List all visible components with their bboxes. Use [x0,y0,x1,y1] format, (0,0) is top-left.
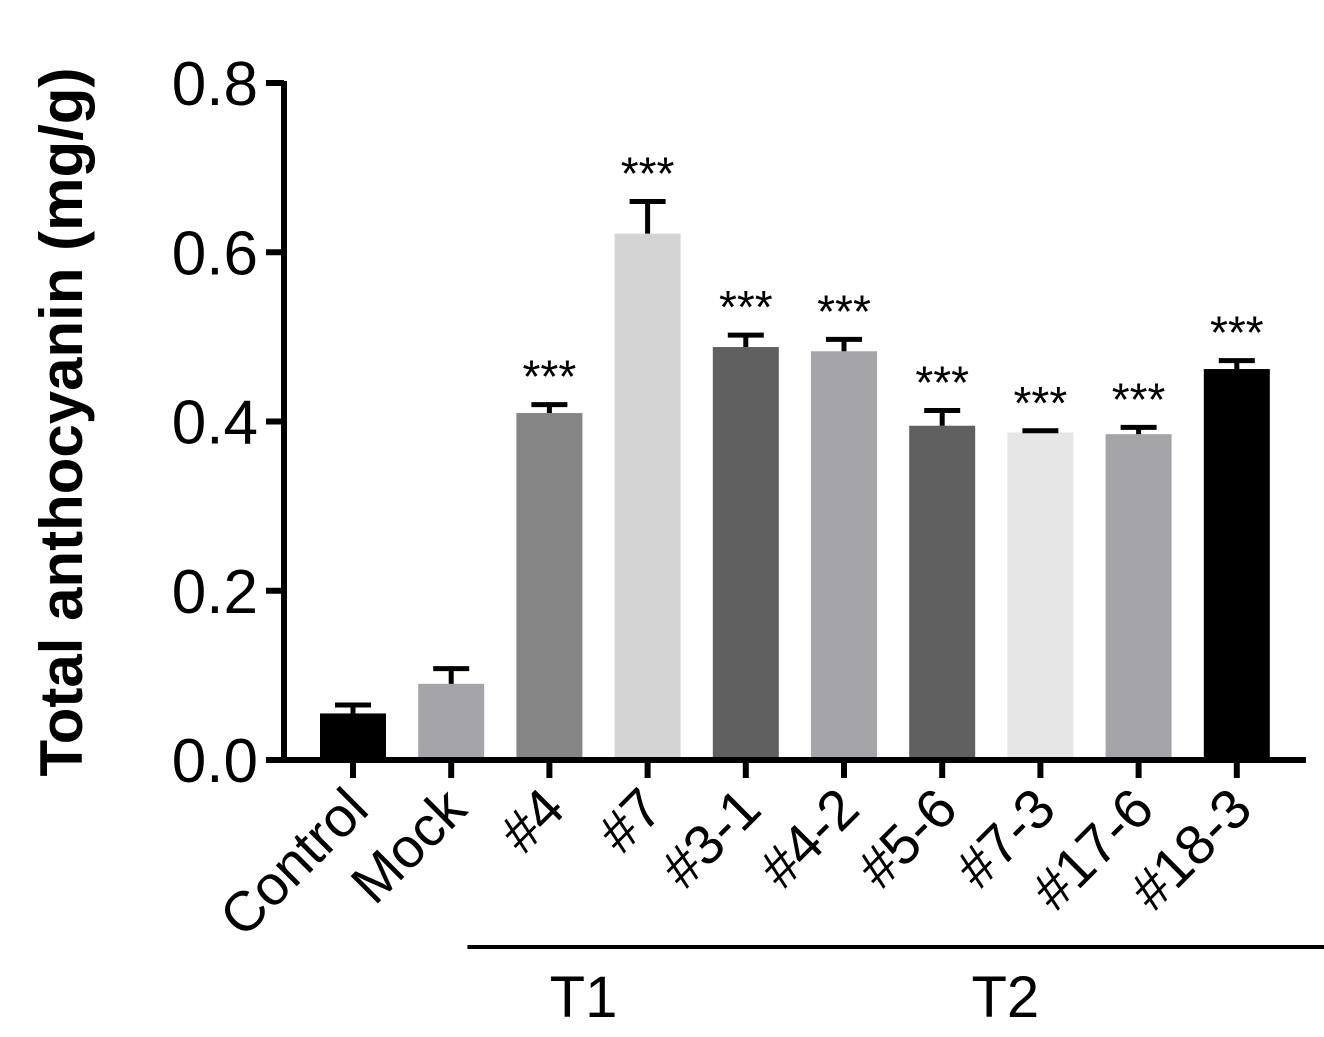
bar [614,233,681,760]
significance-label: *** [1210,307,1264,359]
group-label: T1 [550,965,618,1030]
group-label: T2 [971,965,1039,1030]
y-axis: 0.0 0.2 0.4 0.6 0.8 [172,50,287,796]
bar [1105,434,1172,760]
y-tick-label: 0.4 [172,389,258,458]
significance-label: *** [915,356,969,408]
y-tick-label: 0.6 [172,219,258,288]
bar [712,347,779,760]
bar [320,713,386,760]
x-tick-label: #4-2 [747,776,871,900]
bar [1007,432,1074,760]
y-tick-label: 0.0 [172,727,258,796]
bar [516,413,583,760]
significance-label: *** [1014,377,1068,429]
bar [418,683,485,760]
y-tick-label: 0.2 [172,558,258,627]
significance-label: *** [523,351,577,403]
significance-label: *** [719,281,773,333]
significance-label: *** [1112,373,1166,425]
y-tick-label: 0.8 [172,50,258,119]
significance-label: *** [621,147,675,199]
bars: *** *** *** *** *** *** *** *** [320,147,1270,760]
x-tick-label: #5-6 [845,776,969,900]
group-brackets: T1 T2 [467,945,1324,1030]
bar [909,425,976,760]
bar [1203,369,1270,760]
x-tick-label: #3-1 [648,776,772,900]
x-tick-label: Mock [339,775,479,915]
x-tick-label: #4 [487,776,576,865]
bar [811,351,877,760]
significance-label: *** [817,285,871,337]
y-axis-label: Total anthocyanin (mg/g) [28,68,95,777]
